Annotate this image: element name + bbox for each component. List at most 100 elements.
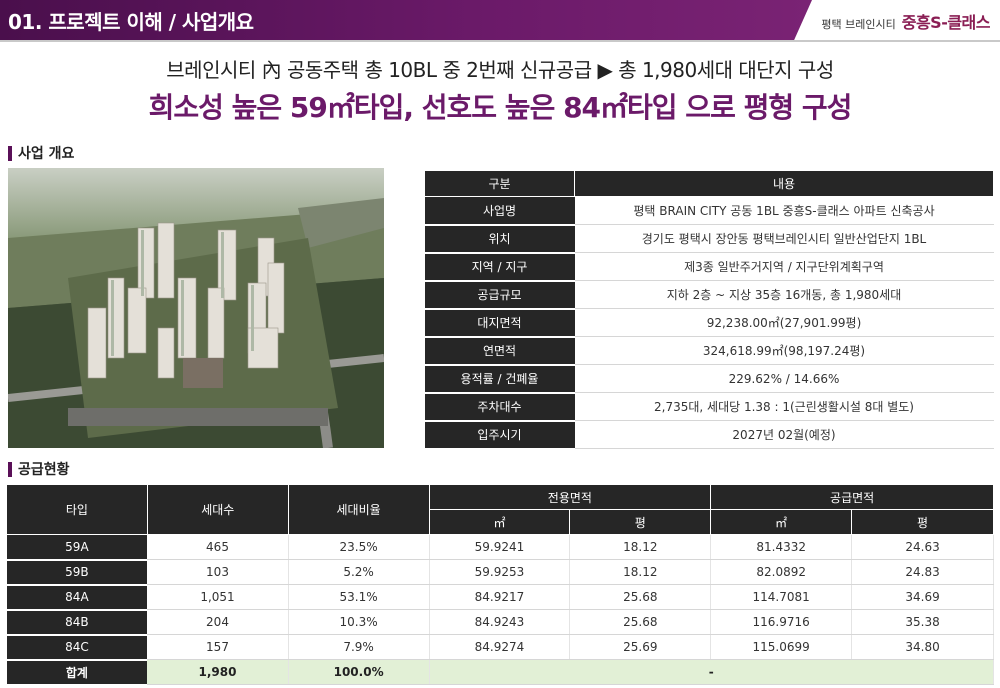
- section-supply-title: 공급현황: [18, 462, 70, 478]
- supply-households: 465: [147, 534, 289, 560]
- headline-summary: 브레인시티 內 공동주택 총 10BL 중 2번째 신규공급 ▶ 총 1,980…: [166, 58, 834, 82]
- overview-value: 제3종 일반주거지역 / 지구단위계획구역: [574, 252, 994, 281]
- supply-header-sup-sqm: ㎡: [710, 509, 853, 535]
- overview-key: 사업명: [424, 196, 575, 226]
- supply-type: 84A: [6, 584, 148, 611]
- supply-type: 59A: [6, 534, 148, 561]
- header-banner: 01. 프로젝트 이해 / 사업개요: [0, 0, 812, 40]
- supply-header-supply: 공급면적: [710, 484, 994, 510]
- supply-header-ex-sqm: ㎡: [428, 509, 571, 535]
- overview-header-content: 내용: [574, 170, 994, 197]
- overview-header-category: 구분: [424, 170, 575, 197]
- supply-header-households: 세대수: [146, 484, 289, 535]
- table-row: 사업명 평택 BRAIN CITY 공동 1BL 중흥S-클래스 아파트 신축공사: [424, 196, 994, 226]
- table-row: 입주시기 2027년 02월(예정): [424, 420, 994, 450]
- overview-value: 229.62% / 14.66%: [574, 364, 994, 393]
- supply-sup-sqm: 81.4332: [710, 534, 853, 560]
- supply-ratio: 5.2%: [288, 559, 430, 585]
- table-row: 지역 / 지구 제3종 일반주거지역 / 지구단위계획구역: [424, 252, 994, 282]
- overview-key: 위치: [424, 224, 575, 254]
- total-row: 합계 1,980 100.0% -: [6, 659, 995, 686]
- section-marker: [8, 461, 12, 477]
- overview-key: 연면적: [424, 336, 575, 366]
- supply-ex-pyeong: 18.12: [569, 559, 712, 585]
- supply-ratio: 10.3%: [288, 609, 430, 635]
- aerial-rendering-image: [8, 168, 384, 448]
- brand-subtitle: 평택 브레인시티: [821, 18, 896, 31]
- overview-key: 입주시기: [424, 420, 575, 450]
- supply-ratio: 23.5%: [288, 534, 430, 560]
- supply-table: 타입 세대수 세대비율 전용면적 공급면적 ㎡ 평 ㎡ 평 59A 465 23…: [6, 484, 995, 686]
- overview-value: 2027년 02월(예정): [574, 420, 994, 449]
- supply-households: 204: [147, 609, 289, 635]
- overview-value: 경기도 평택시 장안동 평택브레인시티 일반산업단지 1BL: [574, 224, 994, 253]
- table-row: 59A 465 23.5% 59.9241 18.12 81.4332 24.6…: [6, 534, 994, 561]
- total-area-placeholder: -: [429, 659, 995, 685]
- table-row: 84B 204 10.3% 84.9243 25.68 116.9716 35.…: [6, 609, 994, 636]
- supply-ex-pyeong: 25.68: [569, 584, 712, 610]
- supply-sup-sqm: 116.9716: [710, 609, 853, 635]
- section-overview-label: 사업 개요: [8, 143, 74, 163]
- supply-header-ex-pyeong: 평: [569, 509, 712, 535]
- supply-header-row: 타입 세대수 세대비율 전용면적 공급면적: [6, 484, 994, 535]
- total-households: 1,980: [147, 659, 289, 685]
- supply-header-type: 타입: [6, 484, 148, 535]
- table-row: 59B 103 5.2% 59.9253 18.12 82.0892 24.83: [6, 559, 994, 586]
- overview-key: 주차대수: [424, 392, 575, 422]
- supply-header-exclusive: 전용면적: [428, 484, 712, 510]
- supply-header-sup-pyeong: 평: [851, 509, 994, 535]
- table-row: 주차대수 2,735대, 세대당 1.38 : 1(근린생활시설 8대 별도): [424, 392, 994, 422]
- supply-sup-pyeong: 24.83: [851, 559, 994, 585]
- supply-sup-pyeong: 35.38: [851, 609, 994, 635]
- overview-value: 평택 BRAIN CITY 공동 1BL 중흥S-클래스 아파트 신축공사: [574, 196, 994, 225]
- supply-sup-pyeong: 34.80: [851, 634, 994, 660]
- total-label: 합계: [6, 659, 148, 686]
- table-row: 연면적 324,618.99㎡(98,197.24평): [424, 336, 994, 366]
- supply-ex-pyeong: 25.69: [569, 634, 712, 660]
- overview-value: 2,735대, 세대당 1.38 : 1(근린생활시설 8대 별도): [574, 392, 994, 421]
- overview-value: 92,238.00㎡(27,901.99평): [574, 308, 994, 337]
- table-row: 용적률 / 건폐율 229.62% / 14.66%: [424, 364, 994, 394]
- supply-ratio: 7.9%: [288, 634, 430, 660]
- table-row: 대지면적 92,238.00㎡(27,901.99평): [424, 308, 994, 338]
- supply-sup-pyeong: 24.63: [851, 534, 994, 560]
- supply-subheader-row: ㎡ 평 ㎡ 평: [7, 509, 994, 535]
- supply-sup-pyeong: 34.69: [851, 584, 994, 610]
- table-row: 위치 경기도 평택시 장안동 평택브레인시티 일반산업단지 1BL: [424, 224, 994, 254]
- overview-key: 대지면적: [424, 308, 575, 338]
- overview-value: 지하 2층 ~ 지상 35층 16개동, 총 1,980세대: [574, 280, 994, 309]
- supply-ex-sqm: 84.9217: [429, 584, 571, 610]
- overview-key: 지역 / 지구: [424, 252, 575, 282]
- supply-ex-pyeong: 18.12: [569, 534, 712, 560]
- supply-ex-sqm: 59.9241: [429, 534, 571, 560]
- supply-ratio: 53.1%: [288, 584, 430, 610]
- supply-households: 157: [147, 634, 289, 660]
- supply-ex-pyeong: 25.68: [569, 609, 712, 635]
- brand-name: 중흥S-클래스: [901, 13, 991, 32]
- supply-type: 84B: [6, 609, 148, 636]
- brand-logo: 평택 브레인시티 중흥S-클래스: [821, 9, 990, 33]
- supply-header-ratio: 세대비율: [287, 484, 430, 535]
- supply-sup-sqm: 82.0892: [710, 559, 853, 585]
- aerial-rendering-svg: [8, 168, 384, 448]
- supply-households: 1,051: [147, 584, 289, 610]
- overview-key: 용적률 / 건폐율: [424, 364, 575, 394]
- supply-type: 59B: [6, 559, 148, 586]
- overview-value: 324,618.99㎡(98,197.24평): [574, 336, 994, 365]
- header-divider: [0, 40, 1000, 42]
- section-marker: [8, 145, 12, 161]
- section-overview-title: 사업 개요: [18, 146, 75, 162]
- table-row: 공급규모 지하 2층 ~ 지상 35층 16개동, 총 1,980세대: [424, 280, 994, 310]
- overview-table: 구분 내용 사업명 평택 BRAIN CITY 공동 1BL 중흥S-클래스 아파…: [424, 170, 994, 450]
- supply-households: 103: [147, 559, 289, 585]
- section-supply-label: 공급현황: [8, 459, 70, 479]
- overview-key: 공급규모: [424, 280, 575, 310]
- table-row: 84C 157 7.9% 84.9274 25.69 115.0699 34.8…: [6, 634, 994, 661]
- supply-sup-sqm: 115.0699: [710, 634, 853, 660]
- supply-ex-sqm: 84.9274: [429, 634, 571, 660]
- total-ratio: 100.0%: [288, 659, 430, 685]
- table-row: 84A 1,051 53.1% 84.9217 25.68 114.7081 3…: [6, 584, 994, 611]
- page-title: 01. 프로젝트 이해 / 사업개요: [8, 10, 254, 34]
- supply-type: 84C: [6, 634, 148, 661]
- supply-ex-sqm: 59.9253: [429, 559, 571, 585]
